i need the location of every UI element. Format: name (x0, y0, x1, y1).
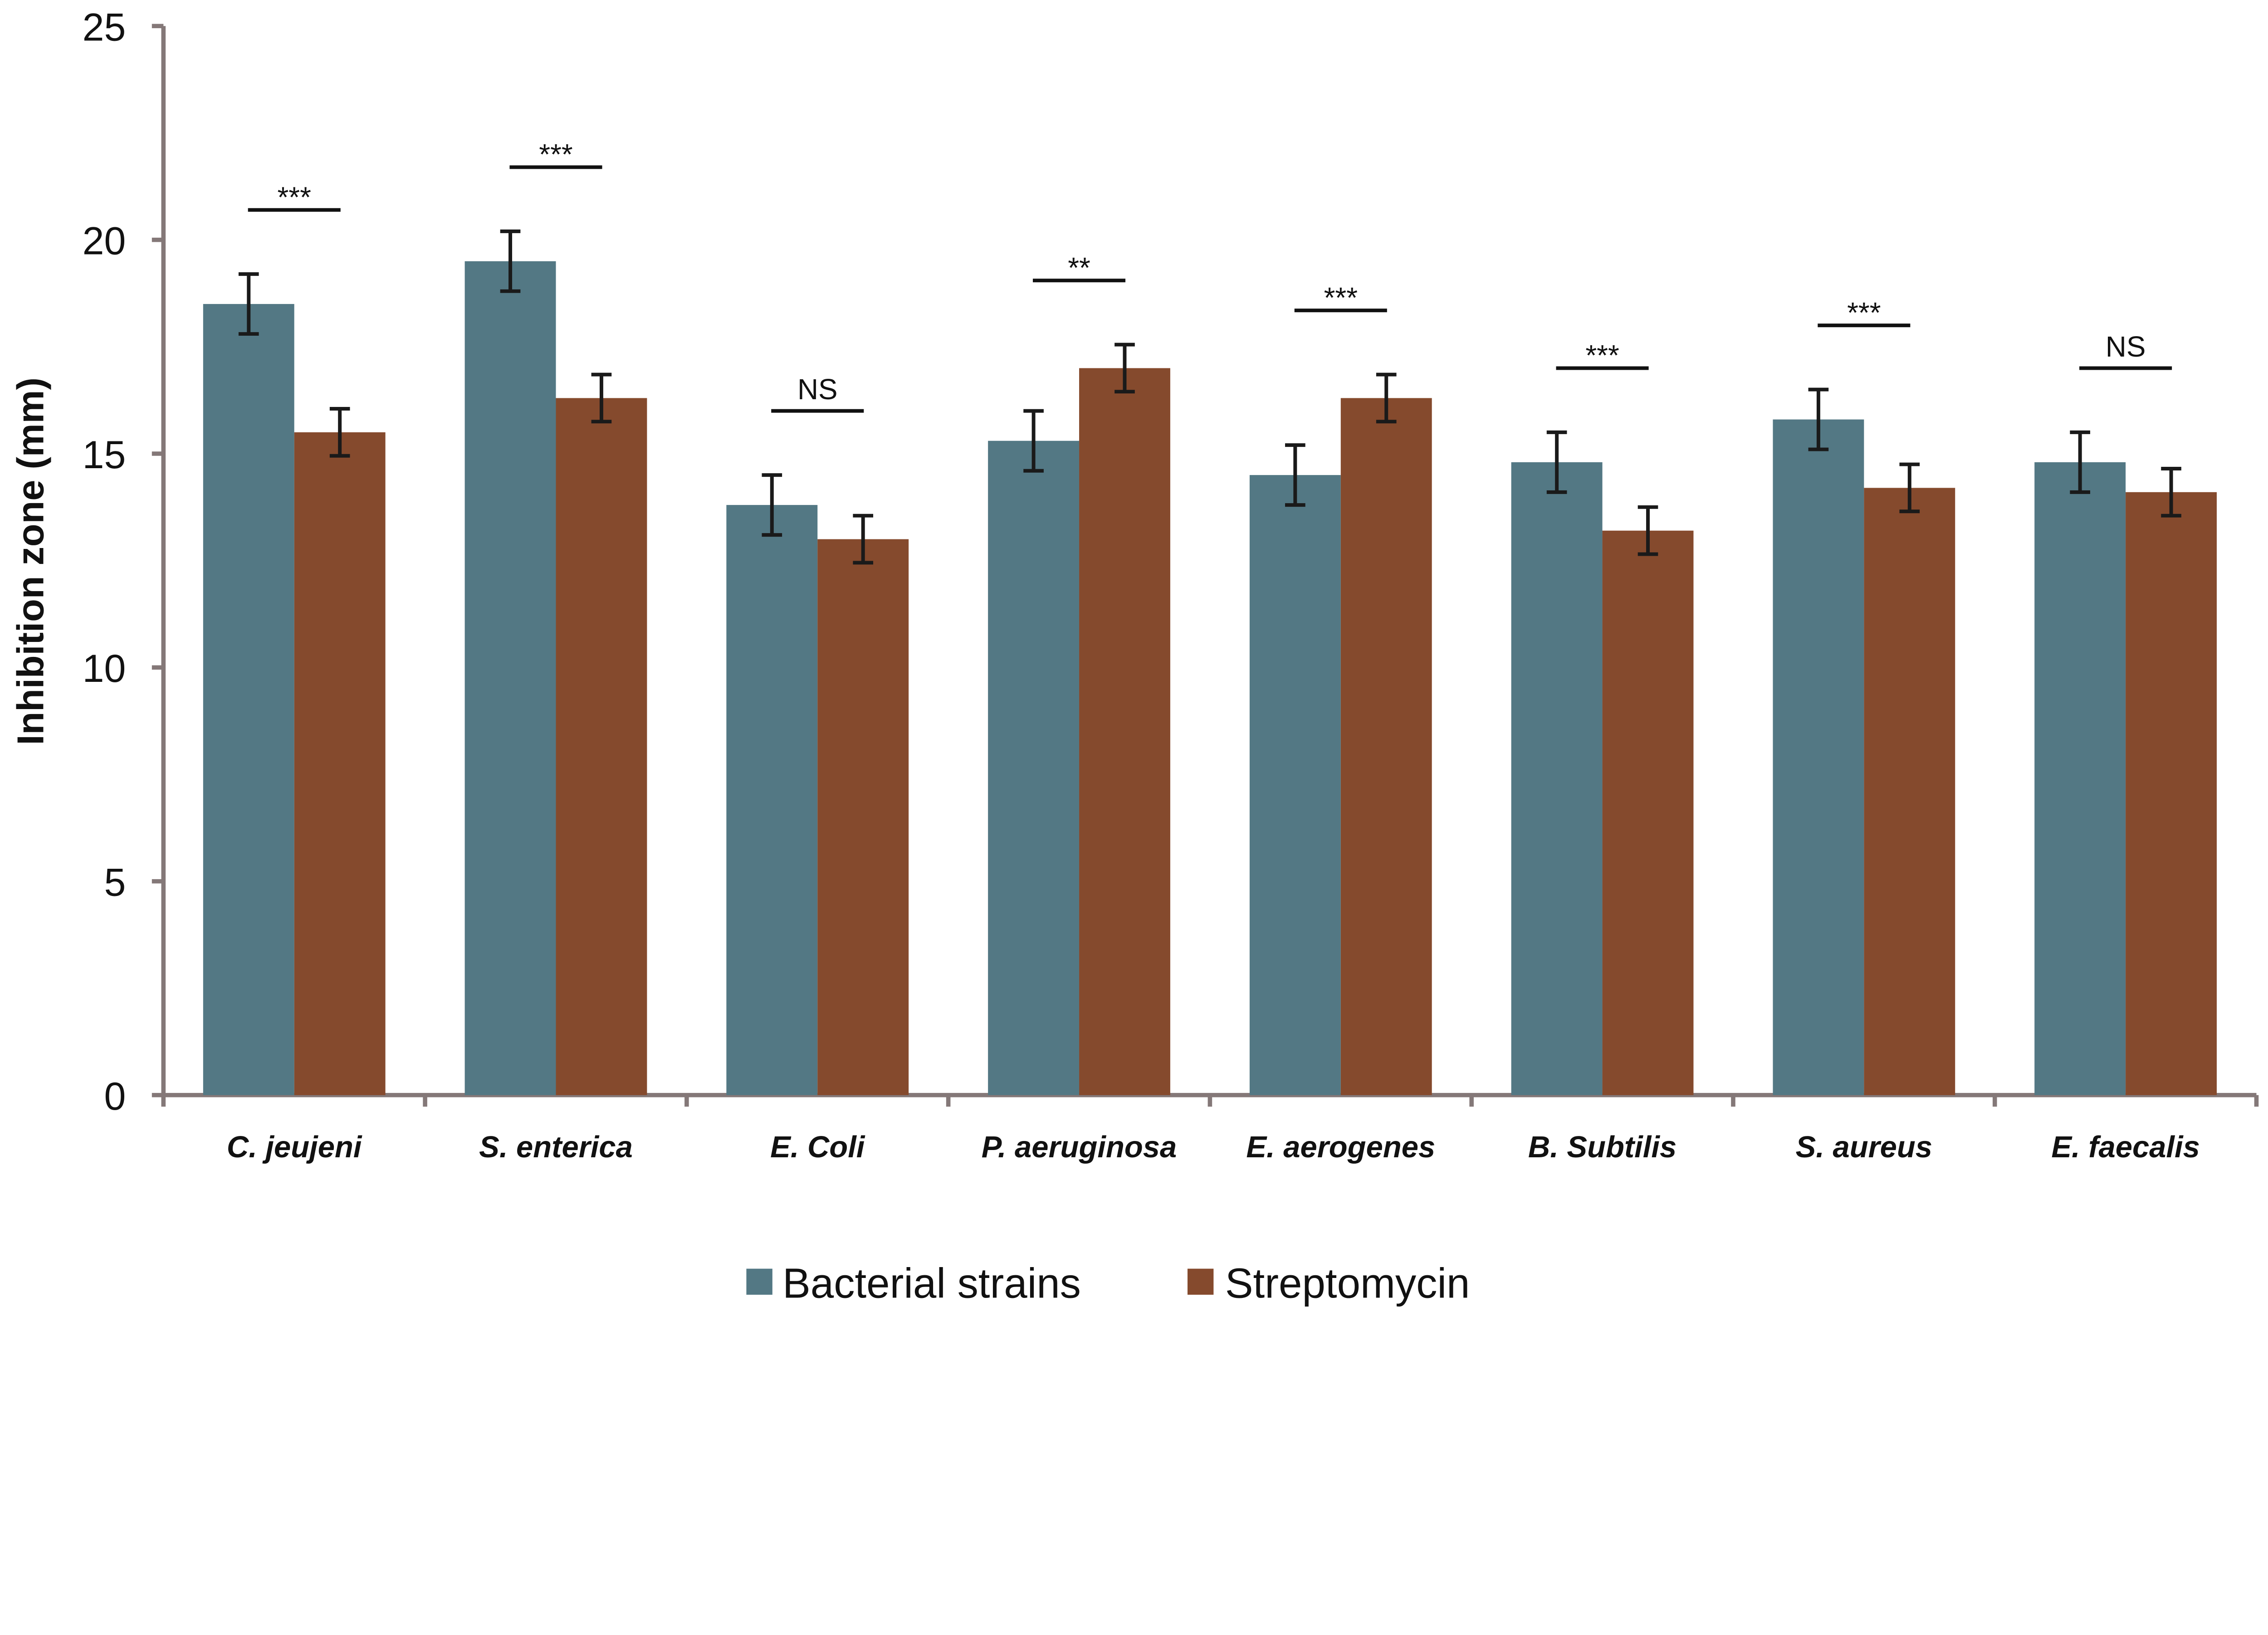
bar-streptomycin (1602, 530, 1694, 1095)
y-tick-label: 20 (83, 220, 126, 263)
bar-streptomycin (2126, 492, 2217, 1095)
y-tick-label: 10 (83, 647, 126, 690)
x-tick-label: S. aureus (1796, 1130, 1932, 1164)
x-tick-label: E. faecalis (2051, 1130, 2200, 1164)
bar-streptomycin (294, 432, 386, 1095)
bar-streptomycin (1864, 488, 1955, 1095)
bar-bacterial-strains (1511, 462, 1603, 1095)
bar-bacterial-strains (1249, 475, 1341, 1095)
bar-bacterial-strains (988, 441, 1080, 1095)
bar-bacterial-strains (726, 505, 818, 1095)
bar-bacterial-strains (2034, 462, 2126, 1095)
significance-label: *** (539, 138, 572, 171)
y-tick-label: 0 (104, 1075, 126, 1118)
bar-bacterial-strains (203, 304, 294, 1095)
legend-label-bacterial-strains: Bacterial strains (782, 1259, 1081, 1307)
legend-swatch-bacterial-strains (746, 1268, 772, 1295)
x-tick-label: C. jeujeni (227, 1130, 362, 1164)
y-tick-label: 15 (83, 433, 126, 477)
bar-streptomycin (556, 398, 647, 1095)
bar-bacterial-strains (1773, 419, 1864, 1095)
y-tick-label: 25 (83, 5, 126, 49)
x-tick-label: E. aerogenes (1246, 1130, 1435, 1164)
axes: 0 5 10 15 20 25 C. jeujeni S. enterica E. Coli P.… (83, 5, 2259, 1164)
bar-chart: 0 5 10 15 20 25 C. jeujeni S. enterica E. Coli P.… (10, 5, 2259, 1307)
significance-label: ** (1068, 251, 1090, 284)
legend: Bacterial strains Streptomycin (746, 1259, 1470, 1307)
bars: ******NS***********NS (203, 138, 2217, 1095)
significance-label: *** (1847, 296, 1881, 329)
y-tick-label: 5 (104, 861, 126, 904)
significance-label: *** (1324, 281, 1358, 314)
x-tick-label: E. Coli (770, 1130, 865, 1164)
y-axis-label: Inhibition zone (mm) (10, 377, 52, 745)
x-tick-label: B. Subtilis (1528, 1130, 1677, 1164)
significance-label: *** (1585, 339, 1619, 372)
bar-streptomycin (1079, 368, 1170, 1095)
bar-streptomycin (1340, 398, 1432, 1095)
legend-label-streptomycin: Streptomycin (1225, 1259, 1470, 1307)
significance-label: NS (797, 373, 838, 406)
x-tick-label: S. enterica (479, 1130, 633, 1164)
x-tick-label: P. aeruginosa (982, 1130, 1177, 1164)
legend-swatch-streptomycin (1187, 1268, 1214, 1295)
significance-label: NS (2106, 330, 2146, 363)
significance-label: *** (277, 181, 311, 213)
bar-streptomycin (817, 539, 909, 1095)
bar-bacterial-strains (464, 261, 556, 1095)
